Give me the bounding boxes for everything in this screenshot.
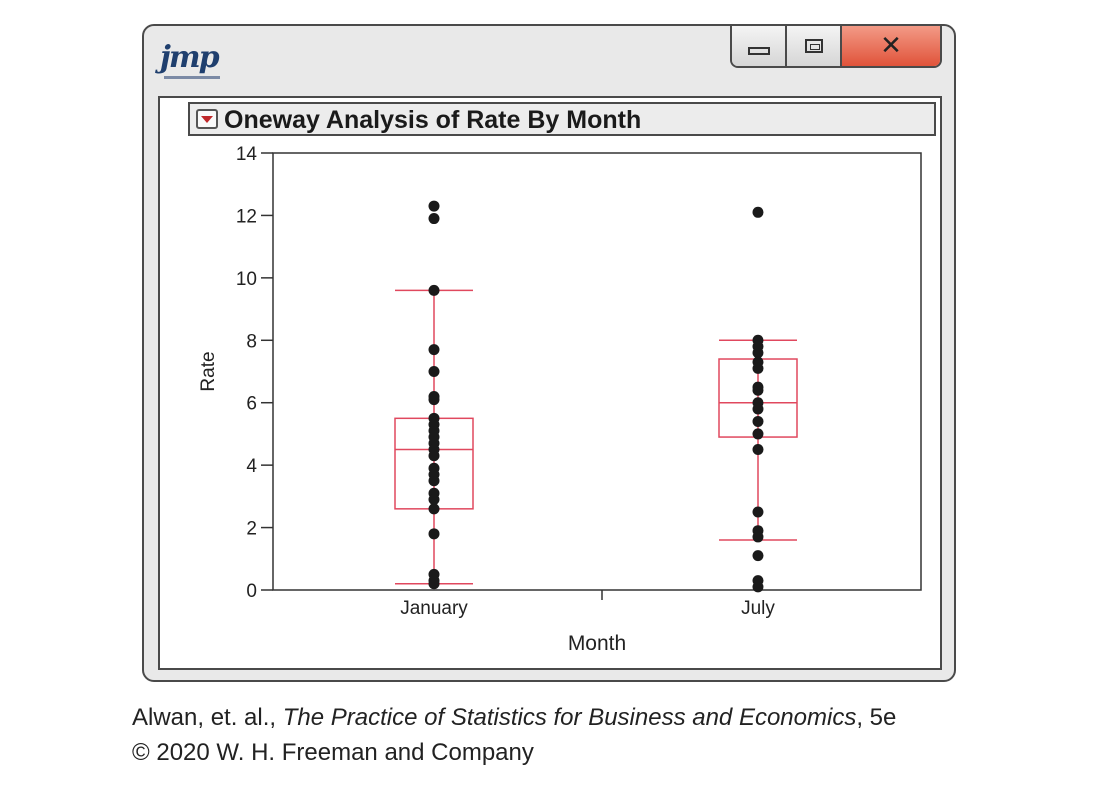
- data-point: [428, 344, 440, 356]
- red-triangle-menu-icon[interactable]: [196, 109, 218, 129]
- data-point: [428, 578, 440, 590]
- y-tick-label: 4: [246, 456, 257, 477]
- y-axis-label: Rate: [198, 351, 219, 391]
- y-tick-label: 10: [236, 269, 257, 290]
- data-point: [428, 528, 440, 540]
- jmp-logo-text: jmp: [160, 40, 220, 75]
- report-panel: Oneway Analysis of Rate By Month: [158, 96, 942, 670]
- data-point: [428, 284, 440, 296]
- report-title: Oneway Analysis of Rate By Month: [224, 106, 642, 134]
- credit-book-title: The Practice of Statistics for Business …: [282, 704, 857, 731]
- plot-frame: [272, 152, 922, 591]
- minimize-button[interactable]: [732, 26, 787, 66]
- data-point: [752, 206, 764, 218]
- data-point: [752, 362, 764, 374]
- jmp-window: jmp ✕ Oneway Analysis of Rate By Month: [142, 24, 956, 682]
- x-axis-label: Month: [568, 632, 626, 655]
- report-titlebar: Oneway Analysis of Rate By Month: [188, 102, 936, 136]
- data-point: [428, 475, 440, 487]
- data-point: [752, 506, 764, 518]
- minimize-icon: [747, 47, 770, 55]
- credit-edition: , 5e: [856, 704, 897, 731]
- data-point: [428, 366, 440, 377]
- data-point: [428, 450, 440, 462]
- data-point: [752, 403, 764, 415]
- figure-credit: Alwan, et. al., The Practice of Statisti…: [132, 704, 896, 732]
- data-point: [752, 415, 764, 427]
- y-tick-label: 0: [246, 581, 257, 602]
- jmp-logo: jmp: [158, 38, 228, 86]
- data-point: [752, 428, 764, 440]
- close-icon: ✕: [880, 31, 902, 61]
- x-tick-label: January: [400, 598, 468, 619]
- window-controls: ✕: [730, 26, 942, 68]
- data-point: [752, 581, 764, 593]
- jmp-logo-tagline: [164, 76, 220, 79]
- y-tick-label: 2: [246, 519, 257, 540]
- data-point: [752, 550, 764, 562]
- y-tick-label: 6: [246, 394, 257, 415]
- data-point: [428, 503, 440, 515]
- data-point: [428, 394, 440, 406]
- data-point: [752, 384, 764, 396]
- x-tick-label: July: [741, 598, 775, 619]
- data-point: [752, 347, 764, 359]
- data-point: [428, 213, 440, 225]
- box-plots: [394, 289, 798, 585]
- maximize-icon: [804, 39, 823, 53]
- data-points: [428, 200, 764, 593]
- data-point: [428, 493, 440, 505]
- copyright-line: © 2020 W. H. Freeman and Company: [132, 739, 534, 766]
- y-tick-label: 8: [246, 331, 257, 352]
- credit-authors: Alwan, et. al.,: [132, 704, 277, 731]
- data-point: [752, 531, 764, 543]
- maximize-button[interactable]: [787, 26, 842, 66]
- data-point: [428, 200, 440, 212]
- data-point: [752, 444, 764, 456]
- close-button[interactable]: ✕: [842, 26, 940, 66]
- y-tick-label: 14: [236, 144, 258, 165]
- y-axis: 0 2 4 6 8 10 12 14: [236, 144, 273, 602]
- y-tick-label: 12: [236, 206, 257, 227]
- x-axis: January July: [400, 590, 775, 619]
